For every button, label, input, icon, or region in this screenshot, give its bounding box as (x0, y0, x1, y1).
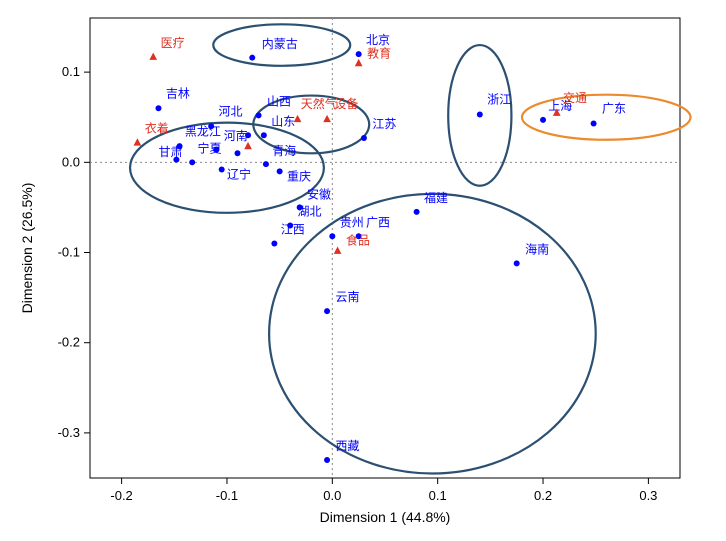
data-point (235, 150, 241, 156)
point-label: 广西 (366, 215, 390, 229)
category-label: 设备 (334, 97, 358, 111)
data-point (477, 112, 483, 118)
data-point (256, 112, 262, 118)
x-axis-title: Dimension 1 (44.8%) (320, 509, 451, 525)
x-tick-label: -0.1 (216, 488, 238, 503)
x-tick-label: -0.2 (110, 488, 132, 503)
data-point (361, 135, 367, 141)
data-point (219, 167, 225, 173)
point-label: 山西 (267, 94, 291, 108)
data-point (514, 260, 520, 266)
y-tick-label: 0.0 (62, 154, 80, 169)
point-label: 河南 (224, 128, 248, 143)
point-label: 安徽 (307, 186, 331, 201)
y-tick-label: -0.1 (58, 245, 80, 260)
category-label: 天然气 (301, 96, 337, 111)
point-label: 重庆 (287, 169, 311, 183)
data-point (277, 168, 283, 174)
point-label: 北京 (366, 33, 390, 47)
y-tick-label: -0.3 (58, 425, 80, 440)
point-label: 贵州 (340, 215, 364, 229)
point-label: 湖北 (298, 204, 322, 219)
x-tick-label: 0.3 (639, 488, 657, 503)
data-point (324, 308, 330, 314)
category-label: 医疗 (161, 36, 185, 50)
point-label: 福建 (424, 190, 448, 205)
y-axis-title: Dimension 2 (26.5%) (19, 183, 35, 314)
category-label: 食品 (346, 232, 370, 247)
data-point (356, 51, 362, 57)
x-tick-label: 0.2 (534, 488, 552, 503)
point-label: 西藏 (335, 439, 359, 453)
point-label: 甘肃 (158, 145, 182, 159)
data-point (263, 161, 269, 167)
x-tick-label: 0.0 (323, 488, 341, 503)
point-label: 云南 (335, 289, 359, 304)
category-label: 教育 (367, 46, 391, 61)
data-point (540, 117, 546, 123)
point-label: 内蒙古 (262, 36, 298, 51)
category-label: 交通 (563, 90, 587, 105)
data-point (189, 159, 195, 165)
point-label: 江西 (281, 223, 305, 237)
y-tick-label: -0.2 (58, 335, 80, 350)
point-label: 山东 (271, 114, 295, 128)
data-point (261, 132, 267, 138)
data-point (324, 457, 330, 463)
scatter-chart: -0.2 -0.1 0.0 0.1 0.2 0.3 -0.3 -0.2 -0.1 0.0 0.1 Di… (0, 0, 726, 541)
point-label: 辽宁 (227, 167, 251, 182)
data-point (414, 209, 420, 215)
data-point (329, 233, 335, 239)
point-label: 河北 (219, 104, 243, 118)
point-label: 黑龙江 (185, 124, 221, 138)
data-point (249, 55, 255, 61)
category-label: 衣着 (145, 121, 169, 136)
point-label: 广东 (602, 102, 626, 116)
point-label: 青海 (272, 143, 296, 158)
point-label: 吉林 (166, 86, 190, 100)
y-tick-label: 0.1 (62, 64, 80, 79)
point-label: 浙江 (487, 93, 511, 107)
data-point (245, 132, 251, 138)
point-label: 海南 (525, 241, 549, 256)
data-point (271, 240, 277, 246)
x-tick-label: 0.1 (429, 488, 447, 503)
point-label: 江苏 (372, 117, 396, 131)
data-point (591, 121, 597, 127)
data-point (155, 105, 161, 111)
point-label: 宁夏 (197, 140, 221, 155)
